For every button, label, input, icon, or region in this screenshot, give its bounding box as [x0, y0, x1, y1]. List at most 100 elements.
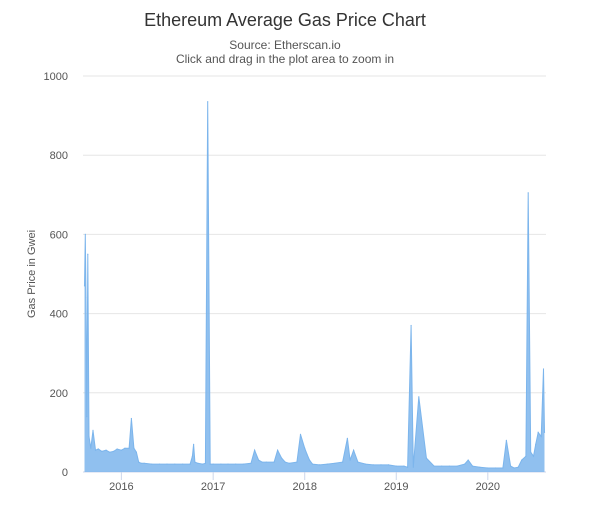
data-point[interactable] [209, 463, 211, 465]
data-point[interactable] [84, 233, 86, 235]
data-point[interactable] [258, 459, 260, 461]
data-point[interactable] [197, 462, 199, 464]
data-point[interactable] [365, 463, 367, 465]
data-point[interactable] [530, 451, 532, 453]
data-point[interactable] [133, 447, 135, 449]
data-point[interactable] [135, 451, 137, 453]
data-point[interactable] [346, 437, 348, 439]
data-point[interactable] [456, 465, 458, 467]
data-point[interactable] [284, 461, 286, 463]
data-point[interactable] [265, 461, 267, 463]
data-point[interactable] [521, 459, 523, 461]
data-point[interactable] [90, 447, 92, 449]
data-point[interactable] [542, 368, 545, 370]
data-point[interactable] [349, 459, 351, 461]
data-point[interactable] [513, 467, 515, 469]
data-point[interactable] [151, 463, 153, 465]
data-point[interactable] [105, 449, 107, 451]
data-point[interactable] [387, 464, 390, 466]
data-point[interactable] [193, 443, 195, 445]
data-point[interactable] [467, 459, 469, 461]
data-point[interactable] [182, 463, 184, 465]
data-point[interactable] [116, 448, 118, 450]
data-point[interactable] [471, 465, 474, 467]
data-point[interactable] [261, 461, 263, 463]
data-point[interactable] [326, 463, 328, 465]
data-point[interactable] [306, 453, 308, 455]
data-point[interactable] [202, 463, 204, 465]
data-point[interactable] [505, 439, 507, 441]
data-point[interactable] [288, 462, 290, 464]
data-point[interactable] [120, 449, 122, 451]
data-point[interactable] [510, 465, 512, 467]
data-point[interactable] [380, 464, 382, 466]
data-point[interactable] [194, 461, 196, 463]
data-point[interactable] [130, 417, 132, 420]
data-point[interactable] [174, 463, 176, 465]
data-point[interactable] [94, 449, 97, 451]
data-point[interactable] [334, 462, 336, 464]
data-point[interactable] [83, 285, 86, 287]
data-point[interactable] [342, 461, 344, 463]
data-point[interactable] [403, 465, 405, 467]
data-point[interactable] [304, 447, 306, 449]
data-point[interactable] [487, 467, 489, 469]
data-point[interactable] [124, 447, 126, 449]
data-point[interactable] [525, 455, 527, 457]
data-point[interactable] [479, 466, 481, 468]
data-point[interactable] [311, 463, 314, 465]
data-point[interactable] [212, 463, 214, 465]
data-point[interactable] [85, 297, 87, 299]
data-point[interactable] [410, 324, 412, 327]
data-point[interactable] [207, 101, 209, 103]
data-point[interactable] [220, 463, 222, 465]
data-point[interactable] [353, 449, 355, 451]
data-point[interactable] [128, 447, 130, 449]
data-point[interactable] [537, 431, 539, 433]
data-point[interactable] [543, 431, 546, 433]
data-point[interactable] [143, 462, 145, 464]
data-point[interactable] [502, 467, 504, 469]
data-point[interactable] [425, 457, 427, 459]
data-point[interactable] [277, 449, 279, 451]
data-point[interactable] [357, 461, 359, 463]
data-point[interactable] [158, 463, 161, 465]
data-point[interactable] [97, 448, 99, 450]
data-point[interactable] [101, 450, 103, 452]
data-point[interactable] [189, 463, 191, 465]
data-point[interactable] [448, 465, 450, 467]
data-point[interactable] [318, 464, 321, 466]
data-point[interactable] [113, 450, 115, 452]
data-point[interactable] [540, 435, 542, 437]
data-point[interactable] [495, 467, 497, 469]
data-point[interactable] [87, 253, 89, 255]
data-point[interactable] [433, 465, 435, 467]
data-point[interactable] [372, 464, 374, 466]
data-point[interactable] [254, 449, 256, 451]
data-point[interactable] [535, 443, 537, 445]
data-point[interactable] [138, 461, 140, 463]
data-point[interactable] [395, 465, 397, 467]
data-point[interactable] [109, 451, 111, 453]
data-point[interactable] [273, 461, 275, 463]
data-point[interactable] [412, 466, 414, 468]
data-point[interactable] [140, 462, 142, 464]
data-point[interactable] [250, 462, 252, 464]
data-point[interactable] [235, 463, 237, 465]
data-point[interactable] [527, 192, 529, 194]
data-point[interactable] [517, 466, 519, 468]
data-point[interactable] [441, 465, 443, 467]
data-point[interactable] [464, 463, 466, 465]
data-point[interactable] [86, 416, 88, 418]
data-point[interactable] [191, 455, 193, 457]
data-point[interactable] [532, 455, 535, 457]
data-point[interactable] [299, 433, 302, 435]
data-point[interactable] [92, 429, 94, 431]
data-point[interactable] [407, 466, 409, 468]
data-point[interactable] [88, 435, 90, 437]
data-point[interactable] [227, 463, 229, 465]
data-point[interactable] [296, 461, 298, 463]
data-point[interactable] [418, 396, 420, 398]
